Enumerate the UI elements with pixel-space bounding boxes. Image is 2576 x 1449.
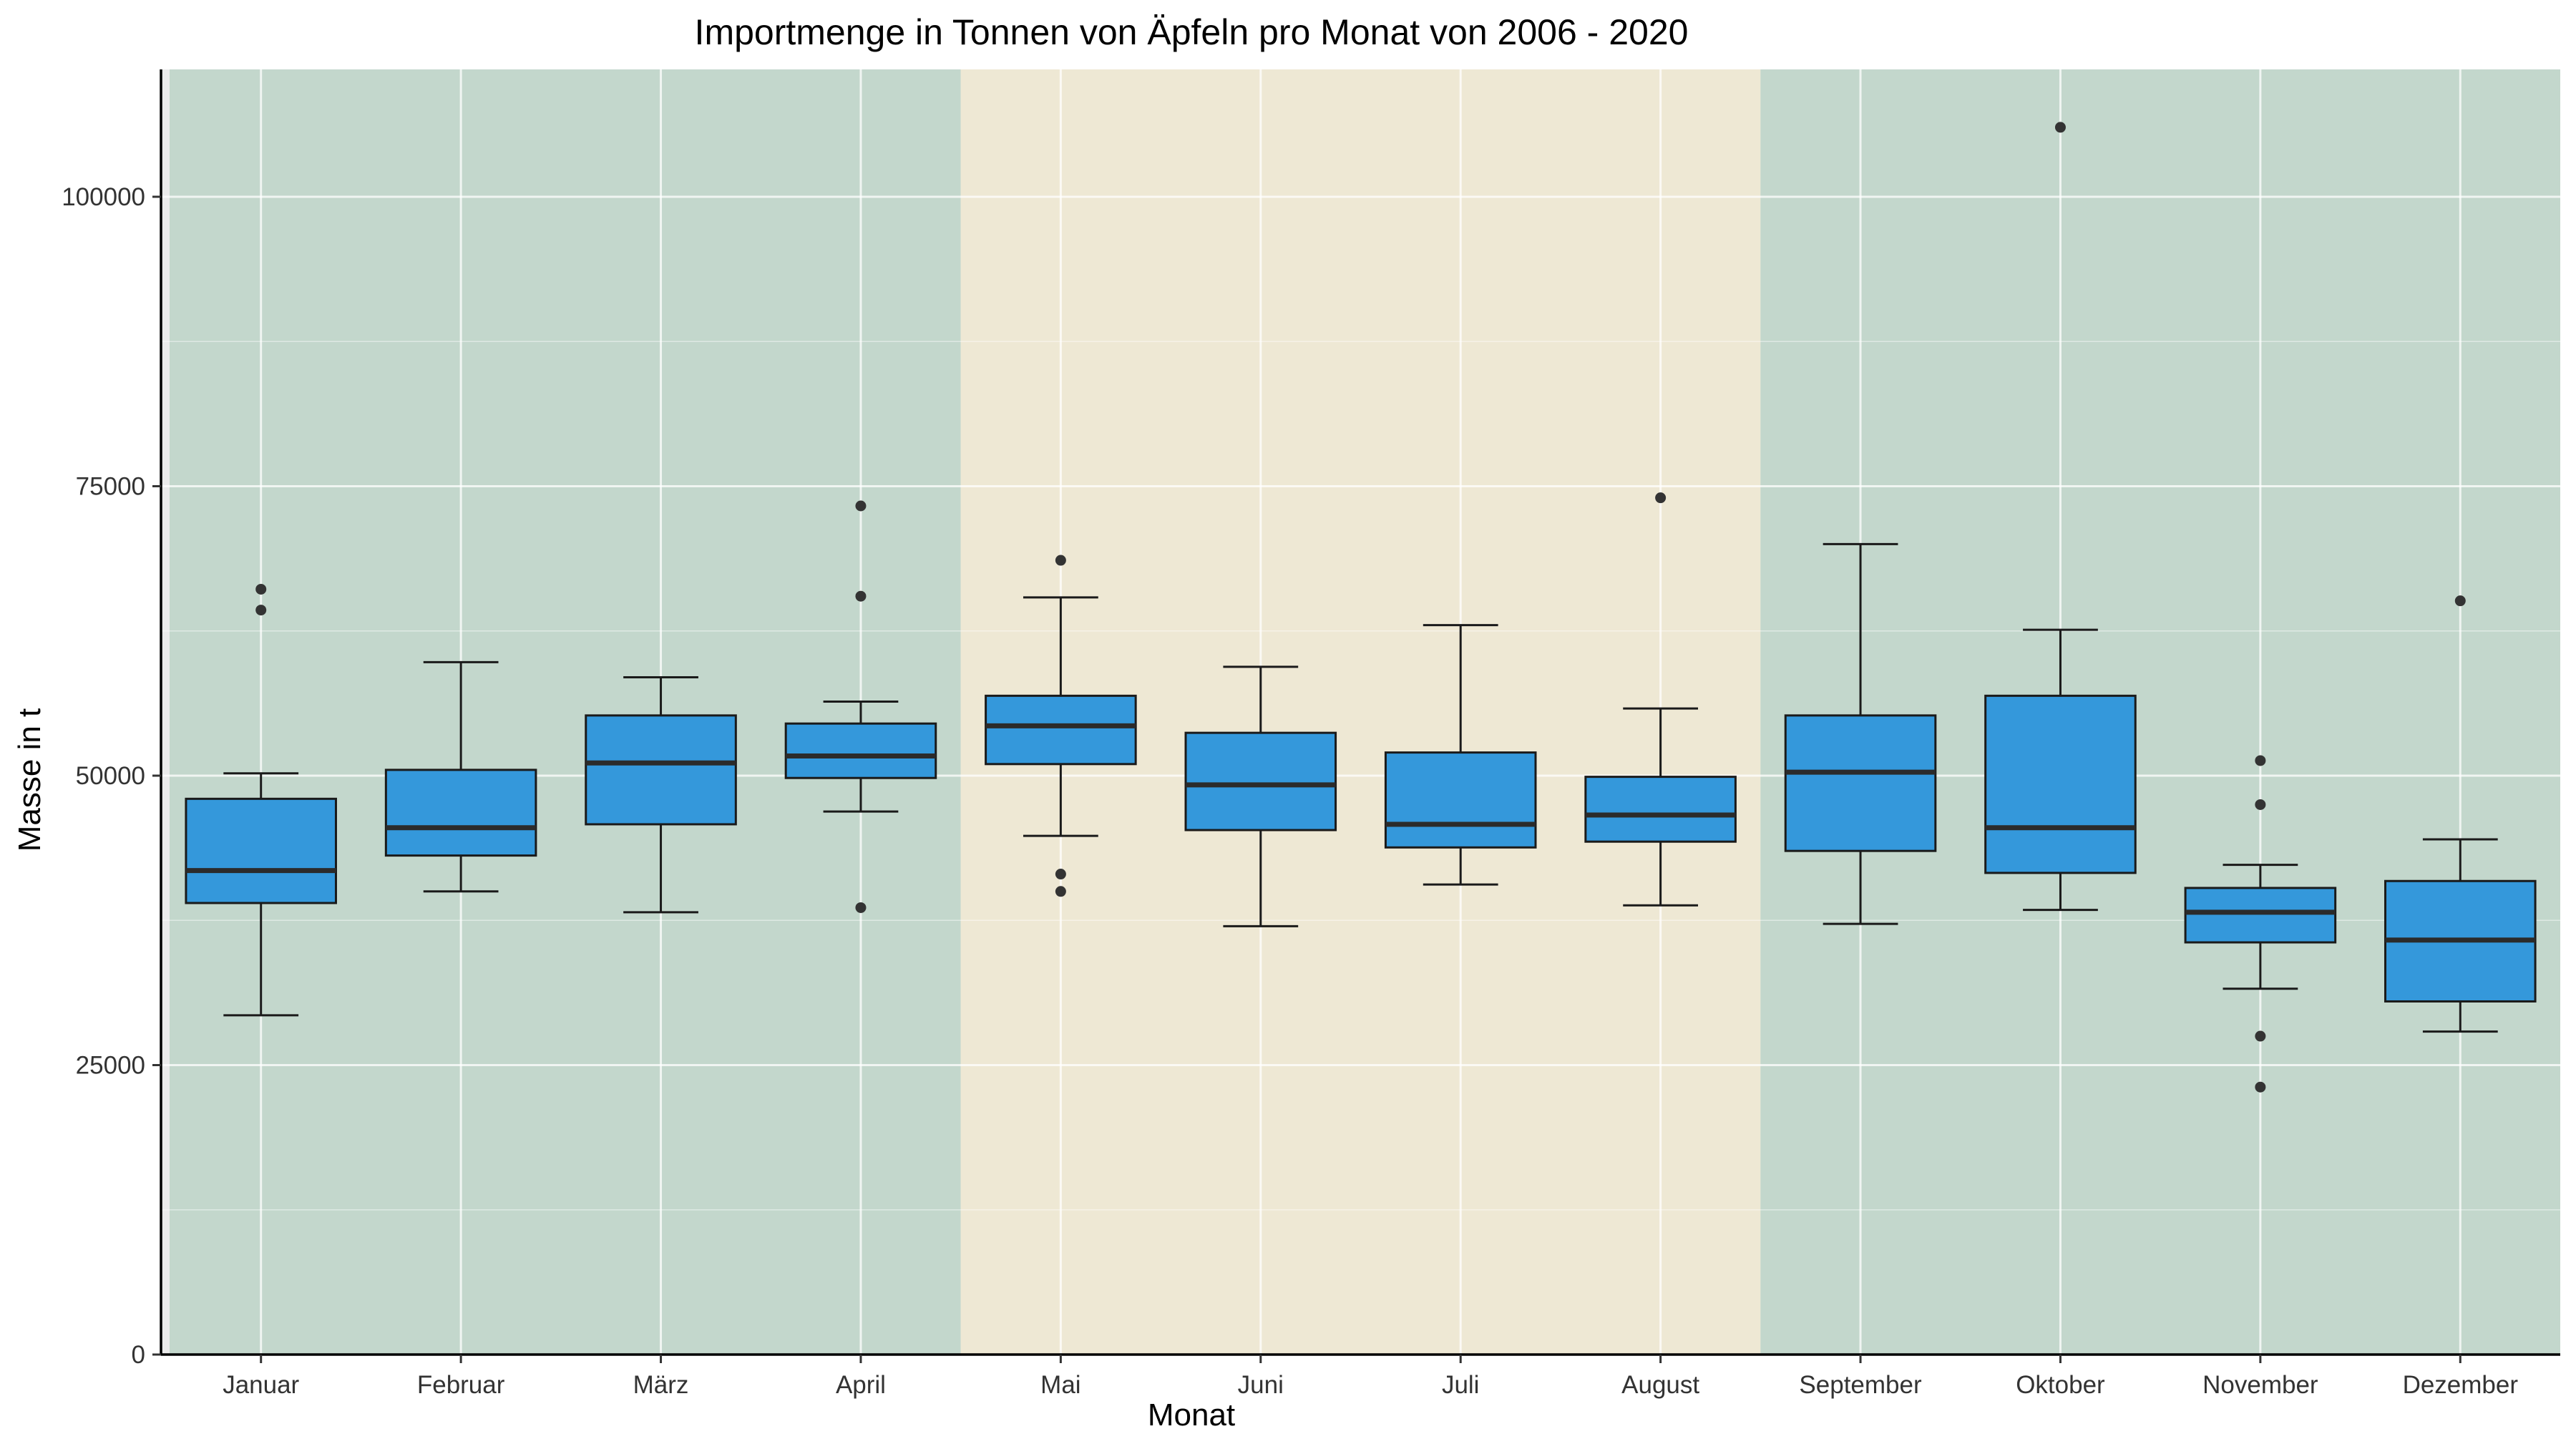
y-tick-label: 50000 [76, 762, 145, 790]
background-band-1 [170, 69, 961, 1355]
box-märz [585, 675, 737, 914]
iqr-box [784, 722, 937, 779]
box-februar [384, 660, 537, 893]
outlier-point [1055, 886, 1066, 897]
iqr-box [1384, 751, 1537, 849]
y-tick-label: 25000 [76, 1051, 145, 1079]
x-tick-label: Mai [1040, 1371, 1080, 1399]
x-tick-label: November [2202, 1371, 2318, 1399]
iqr-box [985, 694, 1137, 766]
box-juni [1184, 665, 1337, 927]
x-tick-label: September [1799, 1371, 1922, 1399]
x-tick-label: März [633, 1371, 689, 1399]
iqr-box [1784, 714, 1937, 852]
iqr-box [2184, 887, 2337, 944]
iqr-box [585, 714, 737, 826]
y-tick-label: 75000 [76, 472, 145, 500]
boxes [185, 122, 2537, 1093]
outlier-point [2255, 799, 2266, 810]
iqr-box [1984, 694, 2137, 874]
outlier-point [255, 583, 267, 595]
outlier-point [2454, 595, 2466, 607]
x-tick-label: April [836, 1371, 886, 1399]
box-oktober [1984, 122, 2137, 912]
iqr-box [185, 797, 337, 904]
box-juli [1384, 624, 1537, 886]
outlier-point [2255, 755, 2266, 766]
iqr-box [1184, 731, 1337, 831]
iqr-box [384, 769, 537, 857]
background-bands [161, 69, 2560, 1355]
x-tick-label: Oktober [2016, 1371, 2105, 1399]
outlier-point [2255, 1030, 2266, 1042]
outlier-point [855, 500, 867, 512]
y-tick-label: 100000 [62, 183, 145, 211]
box-november [2184, 755, 2337, 1093]
outlier-point [2054, 122, 2066, 133]
box-mai [985, 555, 1137, 897]
outlier-point [1055, 869, 1066, 880]
y-tick-label: 0 [132, 1341, 145, 1369]
axes: 0 25000 50000 75000 100000 Januar Februar März A… [62, 69, 2560, 1399]
outlier-point [255, 605, 267, 616]
box-september [1784, 542, 1937, 925]
x-axis-title: Monat [1148, 1397, 1235, 1433]
box-dezember [2384, 595, 2537, 1033]
x-tick-label: Juli [1442, 1371, 1480, 1399]
box-august [1584, 492, 1737, 907]
background-band-3 [1760, 69, 2560, 1355]
x-tick-label: Januar [223, 1371, 299, 1399]
x-tick-label: August [1621, 1371, 1699, 1399]
y-axis-title: Masse in t [12, 708, 47, 852]
outlier-point [855, 590, 867, 602]
chart-title: Importmenge in Tonnen von Äpfeln pro Mon… [695, 12, 1689, 52]
outlier-point [1655, 492, 1667, 504]
outlier-point [2255, 1081, 2266, 1093]
outlier-point [1055, 555, 1066, 566]
iqr-box [1584, 776, 1737, 843]
box-januar [185, 583, 337, 1017]
x-tick-label: Dezember [2403, 1371, 2519, 1399]
box-april [784, 500, 937, 913]
outlier-point [855, 902, 867, 913]
x-tick-label: Februar [417, 1371, 505, 1399]
x-tick-label: Juni [1238, 1371, 1284, 1399]
